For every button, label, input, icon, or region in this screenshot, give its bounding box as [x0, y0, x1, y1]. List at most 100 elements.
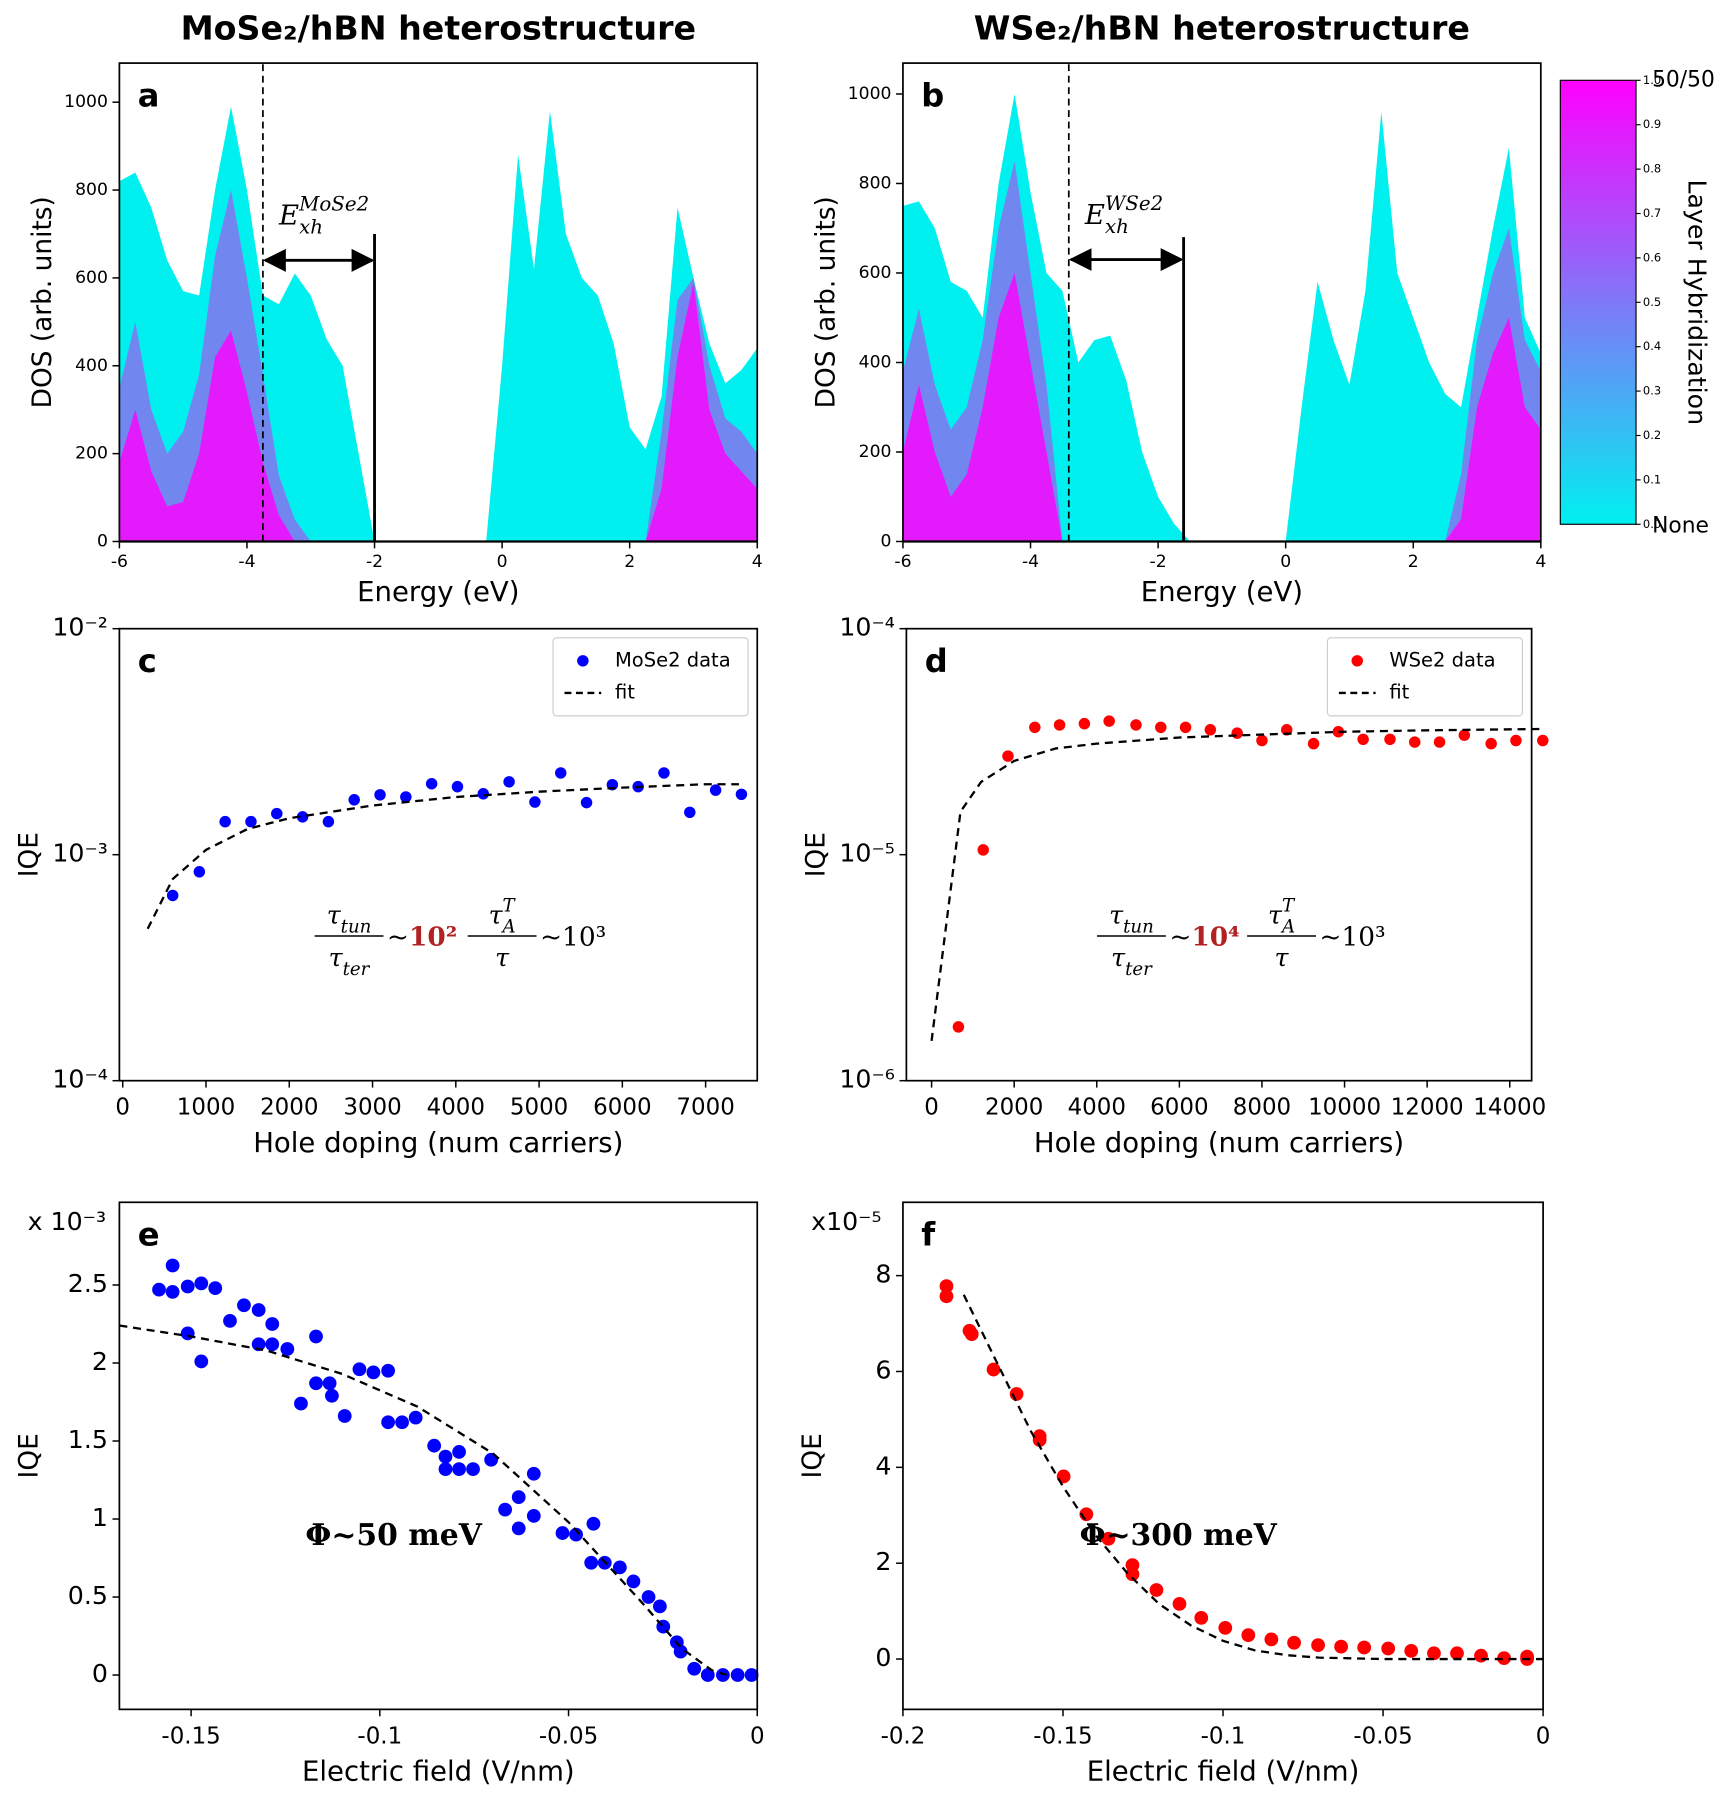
- x-tick-label: 2000: [985, 1095, 1043, 1121]
- data-point: [180, 1326, 195, 1341]
- data-point: [612, 1560, 627, 1575]
- x-tick-label: -0.1: [1201, 1723, 1246, 1749]
- x-tick-label: 8000: [1233, 1095, 1291, 1121]
- legend-label: MoSe2 data: [615, 648, 731, 671]
- x-tick-label: 0: [1280, 552, 1291, 572]
- data-point: [1510, 734, 1522, 747]
- data-point: [1130, 719, 1142, 731]
- x-tick-label: -6: [894, 552, 911, 572]
- colorbar-tick-label: 0.0: [1643, 517, 1661, 531]
- text-part: τ: [489, 901, 504, 930]
- data-point: [194, 1276, 209, 1291]
- data-point: [219, 815, 231, 828]
- y-tick-label: 10⁻⁵: [839, 839, 895, 868]
- data-point: [425, 778, 438, 790]
- y-tick-label: 0: [881, 531, 892, 551]
- x-tick-label: -6: [111, 552, 128, 572]
- text-part: ter: [343, 958, 371, 979]
- plot-frame: [118, 1201, 759, 1711]
- data-point: [1307, 737, 1320, 750]
- data-point: [166, 889, 179, 902]
- legend-marker: [1351, 655, 1363, 667]
- data-point: [1053, 719, 1066, 731]
- data-point: [309, 1376, 323, 1391]
- x-tick-label: 4: [1535, 552, 1546, 572]
- colorbar-tick-label: 0.1: [1643, 472, 1661, 486]
- data-point: [1179, 721, 1192, 734]
- data-point: [952, 1021, 965, 1033]
- data-point: [400, 791, 412, 803]
- colorbar-top-label: 50/50: [1652, 67, 1715, 92]
- data-point: [1264, 1632, 1279, 1647]
- y-axis-label: IQE: [14, 1433, 44, 1478]
- data-point: [1172, 1597, 1187, 1611]
- y-tick-label: 10⁻⁴: [839, 613, 895, 642]
- x-tick-label: 0: [497, 552, 508, 572]
- data-point: [265, 1317, 280, 1331]
- x-axis-label: Energy (eV): [1141, 576, 1303, 608]
- y-axis-label: IQE: [798, 1433, 828, 1478]
- colorbar-tick-label: 0.7: [1643, 206, 1661, 220]
- data-point: [626, 1574, 641, 1589]
- text-part: ~10³: [540, 922, 606, 952]
- data-point: [586, 1516, 601, 1531]
- fit-line: [962, 1294, 1544, 1661]
- panel-title: WSe₂/hBN heterostructure: [974, 8, 1470, 47]
- y-tick-label: 800: [75, 180, 108, 200]
- y-tick-label: 2.5: [68, 1269, 108, 1298]
- x-tick-label: -0.1: [357, 1723, 402, 1749]
- fraction-numerator: τAT: [489, 895, 517, 937]
- text-part: A: [1280, 916, 1295, 937]
- data-point: [1458, 729, 1471, 741]
- x-tick-label: -2: [366, 552, 383, 572]
- text-part: τ: [1111, 943, 1126, 972]
- x-tick-label: 6000: [593, 1095, 651, 1121]
- y-tick-label: 2: [875, 1547, 891, 1576]
- y-tick-label: 10⁻⁴: [52, 1065, 108, 1094]
- text-part: xh: [299, 216, 323, 239]
- text-part: ~: [387, 922, 409, 952]
- fraction-rhs: ~10²: [387, 921, 457, 952]
- colorbar-tick-label: 1.0: [1643, 73, 1661, 87]
- data-point: [526, 1466, 541, 1481]
- data-point: [208, 1281, 223, 1295]
- data-point: [395, 1415, 409, 1430]
- text-part: A: [501, 916, 516, 937]
- y-tick-label: 10⁻²: [52, 613, 108, 642]
- text-part: tun: [1123, 916, 1154, 937]
- fraction-numerator: τtun: [327, 901, 372, 938]
- y-tick-label: 400: [75, 356, 108, 376]
- y-tick-label: 200: [75, 444, 108, 464]
- data-point: [193, 866, 206, 878]
- data-point: [730, 1668, 745, 1682]
- data-point: [381, 1363, 396, 1378]
- data-point: [652, 1599, 667, 1614]
- data-point: [180, 1279, 195, 1294]
- data-point: [684, 806, 696, 819]
- barrier-note: Φ~300 meV: [1080, 1518, 1278, 1553]
- text-part: WSe2: [1105, 192, 1163, 215]
- data-point: [673, 1644, 688, 1659]
- data-point: [322, 1376, 337, 1391]
- data-point: [555, 1526, 570, 1540]
- data-point: [580, 796, 593, 809]
- y-tick-label: 200: [859, 442, 892, 462]
- text-part: τ: [329, 943, 344, 972]
- y-tick-label: 0: [97, 531, 108, 551]
- fraction-rhs: ~10³: [540, 922, 606, 952]
- data-point: [251, 1303, 266, 1317]
- panel-label: b: [921, 77, 944, 115]
- fraction-numerator: τtun: [1109, 901, 1154, 938]
- y-tick-label: 0: [92, 1659, 108, 1688]
- data-point: [1155, 721, 1167, 734]
- data-point: [1241, 1628, 1256, 1642]
- x-axis-label: Energy (eV): [357, 576, 519, 608]
- data-point: [452, 1445, 466, 1459]
- text-part: 10⁴: [1191, 921, 1239, 952]
- x-tick-label: 0: [750, 1723, 765, 1749]
- x-tick-label: -4: [238, 552, 255, 572]
- legend-box: [552, 637, 749, 717]
- text-part: τ: [327, 901, 342, 930]
